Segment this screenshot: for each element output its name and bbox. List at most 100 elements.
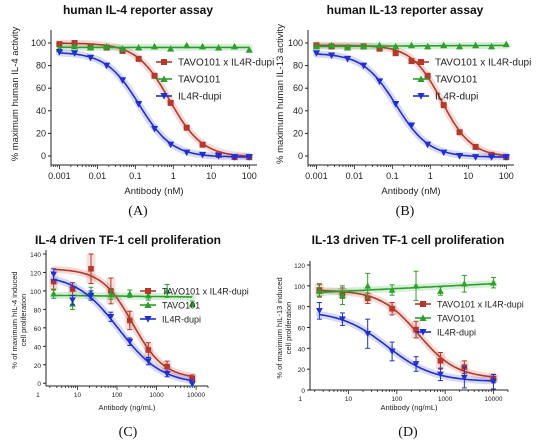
- legend-marker: [160, 75, 168, 82]
- series-il4r-dupi: [50, 268, 196, 388]
- x-tick-label: 0.1: [386, 171, 399, 181]
- data-point: [126, 338, 134, 346]
- data-point: [88, 265, 94, 272]
- x-axis-label: Antibody (ng/mL): [98, 403, 156, 412]
- legend-marker: [161, 59, 167, 65]
- data-point: [407, 41, 416, 49]
- chart-title: IL-13 driven TF-1 cell proliferation: [312, 233, 505, 247]
- x-tick-label: 0.001: [305, 171, 328, 181]
- x-tick-label: 1: [36, 392, 40, 399]
- series-il4r-dupi: [315, 302, 497, 390]
- legend-marker: [417, 75, 425, 82]
- data-point: [490, 378, 497, 386]
- data-point: [230, 154, 239, 161]
- data-point: [490, 279, 497, 286]
- y-tick-label: 0: [41, 151, 46, 161]
- legend-marker: [418, 59, 424, 65]
- data-point: [327, 41, 336, 49]
- y-tick-label: 120: [30, 270, 41, 277]
- data-point: [50, 271, 58, 278]
- x-tick-label: 1: [428, 171, 433, 181]
- x-tick-label: 1: [171, 171, 176, 181]
- y-tick-label: 20: [298, 367, 306, 374]
- x-tick-label: 10: [74, 392, 82, 399]
- x-tick-label: 1: [298, 396, 302, 403]
- data-point: [316, 287, 323, 294]
- data-point: [502, 40, 510, 48]
- data-point: [440, 102, 447, 109]
- x-axis-label: Antibody (nM): [124, 186, 183, 197]
- y-axis-label: % of maximum hIL-13 inducedcell prolifer…: [275, 277, 293, 378]
- x-tick-label: 1000: [438, 396, 453, 403]
- series-tavo101-x-il4r-dupi: [49, 253, 197, 383]
- data-point: [327, 52, 336, 60]
- data-point: [126, 290, 134, 297]
- chart-panel-1: human IL-4 reporter assay 0 20 40 60 80 100 0.0…: [10, 3, 274, 219]
- data-point: [135, 55, 142, 62]
- data-point: [424, 42, 432, 50]
- data-point: [144, 358, 152, 365]
- data-point: [50, 290, 58, 297]
- y-tick-label: 0: [37, 381, 41, 388]
- fit-curve: [53, 294, 193, 298]
- series-tavo101: [312, 40, 510, 51]
- data-point: [502, 154, 510, 161]
- data-point: [230, 42, 239, 50]
- y-tick-label: 0: [301, 388, 305, 395]
- legend-entry-tavo101-x-il4r-dupi: TAVO101 x IL4R-dupi: [162, 287, 249, 297]
- data-point: [183, 149, 191, 157]
- data-point: [215, 152, 223, 160]
- data-point: [126, 317, 133, 324]
- y-tick-label: 60: [36, 83, 46, 93]
- fit-curve: [316, 53, 507, 158]
- data-point: [183, 124, 190, 131]
- data-point: [389, 305, 395, 312]
- data-point: [188, 300, 196, 307]
- y-tick-label: 80: [293, 61, 303, 71]
- y-tick-label: 80: [298, 305, 306, 312]
- data-point: [163, 371, 171, 378]
- x-tick-label: 100: [112, 392, 123, 399]
- data-point: [215, 43, 223, 51]
- data-point: [424, 72, 431, 79]
- data-point: [107, 313, 115, 321]
- panel-label: (A): [128, 204, 148, 219]
- y-tick-label: 60: [34, 326, 42, 333]
- panel-label: (D): [398, 425, 418, 440]
- data-point: [392, 50, 399, 57]
- y-tick-label: 40: [298, 346, 306, 353]
- legend-entry-il4r-dupi: IL4R-dupi: [437, 328, 476, 338]
- y-tick-label: 80: [36, 61, 46, 71]
- data-point: [86, 43, 95, 51]
- data-point: [118, 45, 127, 52]
- chart-title: human IL-4 reporter assay: [63, 3, 213, 17]
- data-point: [440, 41, 448, 49]
- data-point: [86, 54, 95, 62]
- x-tick-label: 100: [499, 171, 514, 181]
- data-point: [103, 62, 111, 70]
- data-point: [69, 286, 76, 292]
- data-point: [69, 297, 76, 304]
- panel-label: (C): [119, 425, 138, 440]
- data-point: [424, 141, 432, 149]
- data-point: [455, 42, 464, 50]
- y-tick-label: 20: [36, 128, 46, 138]
- data-point: [183, 41, 191, 49]
- data-point: [163, 287, 171, 294]
- x-tick-label: 0.01: [346, 171, 364, 181]
- data-point: [144, 292, 152, 299]
- data-point: [118, 77, 127, 84]
- y-tick-label: 120: [294, 263, 305, 270]
- x-tick-label: 10: [206, 171, 216, 181]
- data-point: [472, 154, 480, 161]
- data-point: [316, 308, 323, 315]
- fit-band: [55, 49, 253, 161]
- data-point: [388, 286, 396, 293]
- data-point: [87, 292, 95, 299]
- data-point: [245, 154, 253, 161]
- y-tick-label: 60: [298, 326, 306, 333]
- data-point: [151, 72, 158, 79]
- y-tick-label: 140: [30, 252, 41, 259]
- data-point: [245, 46, 253, 53]
- legend-entry-il4r-dupi: IL4R-dupi: [162, 315, 201, 325]
